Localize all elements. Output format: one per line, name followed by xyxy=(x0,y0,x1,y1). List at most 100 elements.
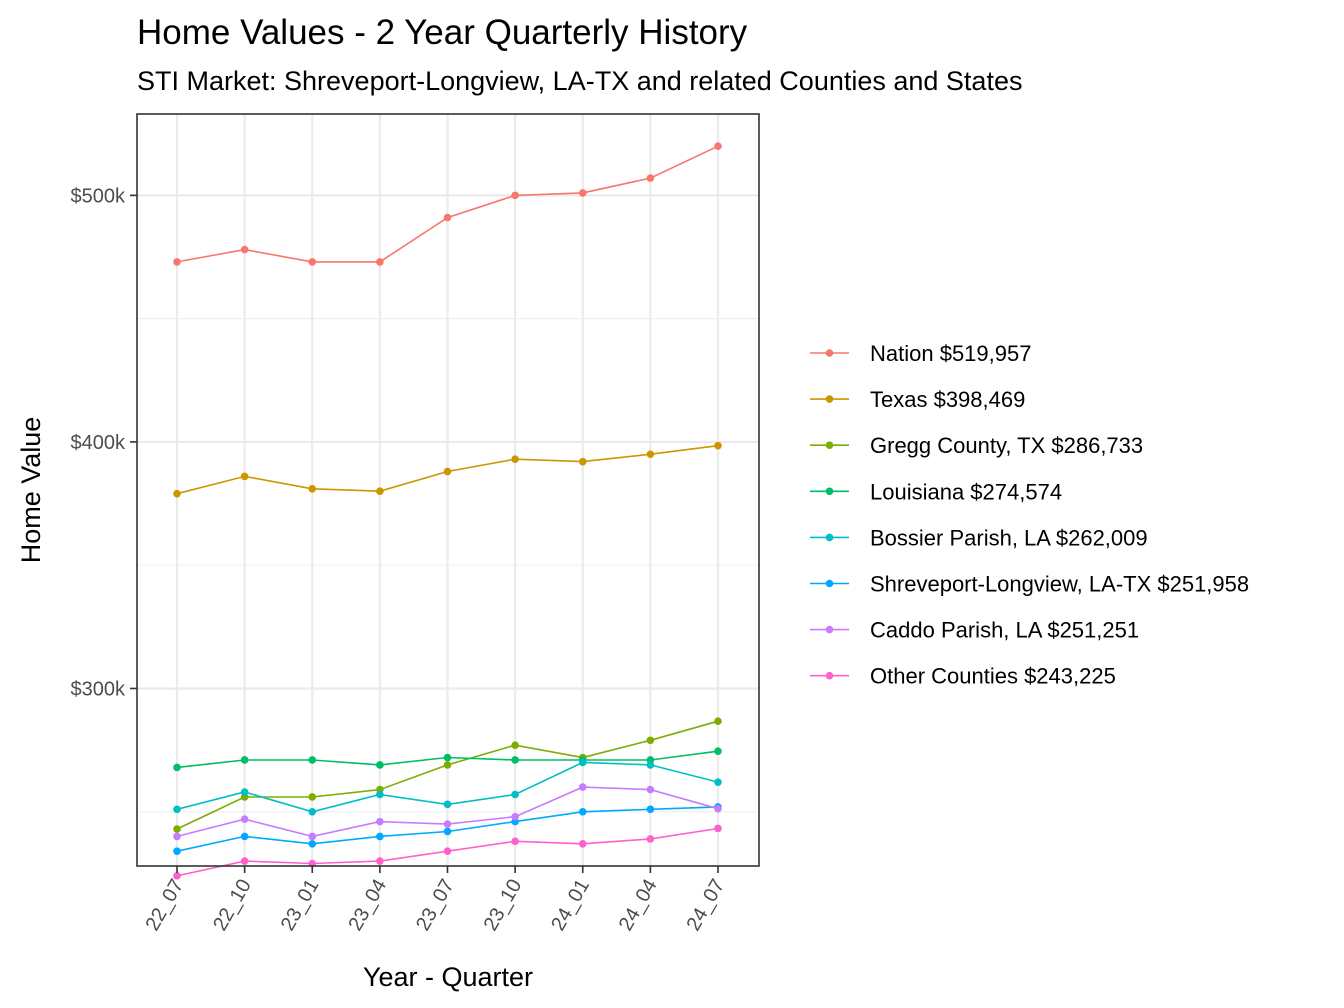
series-point xyxy=(376,817,384,826)
series-point xyxy=(376,761,384,769)
series-point xyxy=(714,717,722,725)
series-point xyxy=(173,805,181,814)
x-tick-label: 24_01 xyxy=(547,876,594,935)
series-point xyxy=(714,778,722,786)
chart-subtitle: STI Market: Shreveport-Longview, LA-TX a… xyxy=(137,66,1022,96)
legend-label: Bossier Parish, LA $262,009 xyxy=(870,525,1148,550)
legend-label: Gregg County, TX $286,733 xyxy=(870,433,1143,458)
series-point xyxy=(173,847,181,856)
series-point xyxy=(443,213,452,222)
legend-key-point xyxy=(825,395,834,403)
series-point xyxy=(308,832,317,841)
legend-label: Shreveport-Longview, LA-TX $251,958 xyxy=(870,572,1249,597)
series-point xyxy=(646,450,655,459)
series-point xyxy=(173,763,181,772)
legend-key-point xyxy=(825,625,834,634)
series-point xyxy=(443,820,452,828)
series-point xyxy=(578,807,587,816)
series-point xyxy=(714,142,722,150)
series-point xyxy=(240,857,249,865)
legend: Nation $519,957 Texas $398,469 Gregg Count… xyxy=(810,341,1249,689)
legend-key-point xyxy=(825,533,834,542)
series-point xyxy=(646,736,655,745)
series-point xyxy=(646,805,655,814)
series-point xyxy=(578,457,587,466)
series-point xyxy=(376,790,384,799)
series-point xyxy=(240,832,249,841)
series-layer xyxy=(173,142,722,880)
legend-key-point xyxy=(825,671,834,680)
x-tick-label: 23_07 xyxy=(412,876,459,935)
series-point xyxy=(443,800,452,809)
x-tick-label: 24_07 xyxy=(682,876,729,935)
x-axis-title: Year - Quarter xyxy=(363,962,533,992)
series-point xyxy=(578,189,587,197)
series-point xyxy=(578,840,587,848)
series-point xyxy=(173,258,181,266)
series-point xyxy=(308,258,317,266)
legend-label: Louisiana $274,574 xyxy=(870,479,1062,504)
x-tick-label: 23_10 xyxy=(480,876,527,935)
series-point xyxy=(646,785,655,794)
series-point xyxy=(511,790,519,799)
series-point xyxy=(646,761,655,769)
series-point xyxy=(376,832,384,841)
chart-title: Home Values - 2 Year Quarterly History xyxy=(137,13,748,52)
series-point xyxy=(308,840,317,848)
series-point xyxy=(308,756,317,764)
series-point xyxy=(308,484,317,493)
series-point xyxy=(511,756,519,764)
series-point xyxy=(443,467,452,476)
series-point xyxy=(511,837,519,846)
x-tick-label: 22_07 xyxy=(141,876,188,935)
series-point xyxy=(714,824,722,833)
major-gridlines xyxy=(137,114,759,866)
x-tick-label: 24_04 xyxy=(615,876,662,935)
series-point xyxy=(443,827,452,836)
series-point xyxy=(646,835,655,843)
legend-key-point xyxy=(825,579,834,588)
series-point xyxy=(714,747,722,755)
series-point xyxy=(443,847,452,856)
legend-label: Caddo Parish, LA $251,251 xyxy=(870,618,1139,643)
series-point xyxy=(173,825,181,833)
legend-label: Texas $398,469 xyxy=(870,387,1025,412)
y-tick-label: $400k xyxy=(71,432,126,454)
series-point xyxy=(443,753,452,762)
series-point xyxy=(714,441,722,450)
series-point xyxy=(714,804,722,813)
series-point xyxy=(173,872,181,880)
x-axis: 22_07 22_10 23_01 23_04 23_07 23_10 24_01 24_04… xyxy=(141,866,729,935)
legend-label: Other Counties $243,225 xyxy=(870,664,1116,689)
series-point xyxy=(240,472,249,481)
series-point xyxy=(511,455,519,463)
series-point xyxy=(578,783,587,791)
y-tick-label: $300k xyxy=(71,678,126,700)
y-axis: $300k $400k $500k xyxy=(71,185,137,700)
series-point xyxy=(308,807,317,816)
series-point xyxy=(511,191,519,200)
x-tick-label: 23_01 xyxy=(277,876,324,935)
series-point xyxy=(511,812,519,821)
series-point xyxy=(376,258,384,266)
series-point xyxy=(240,815,249,823)
series-point xyxy=(376,487,384,496)
series-point xyxy=(511,741,519,749)
legend-key-point xyxy=(825,487,834,496)
x-tick-label: 22_10 xyxy=(209,876,256,935)
series-point xyxy=(646,174,655,182)
series-point xyxy=(308,793,317,801)
series-point xyxy=(173,489,181,498)
legend-label: Nation $519,957 xyxy=(870,341,1031,366)
series-point xyxy=(578,758,587,767)
series-point xyxy=(240,788,249,796)
series-point xyxy=(173,832,181,841)
y-axis-title: Home Value xyxy=(16,417,46,564)
x-tick-label: 23_04 xyxy=(344,876,391,935)
series-point xyxy=(240,245,249,254)
series-point xyxy=(376,857,384,865)
legend-key-point xyxy=(825,349,834,357)
series-point xyxy=(240,756,249,764)
